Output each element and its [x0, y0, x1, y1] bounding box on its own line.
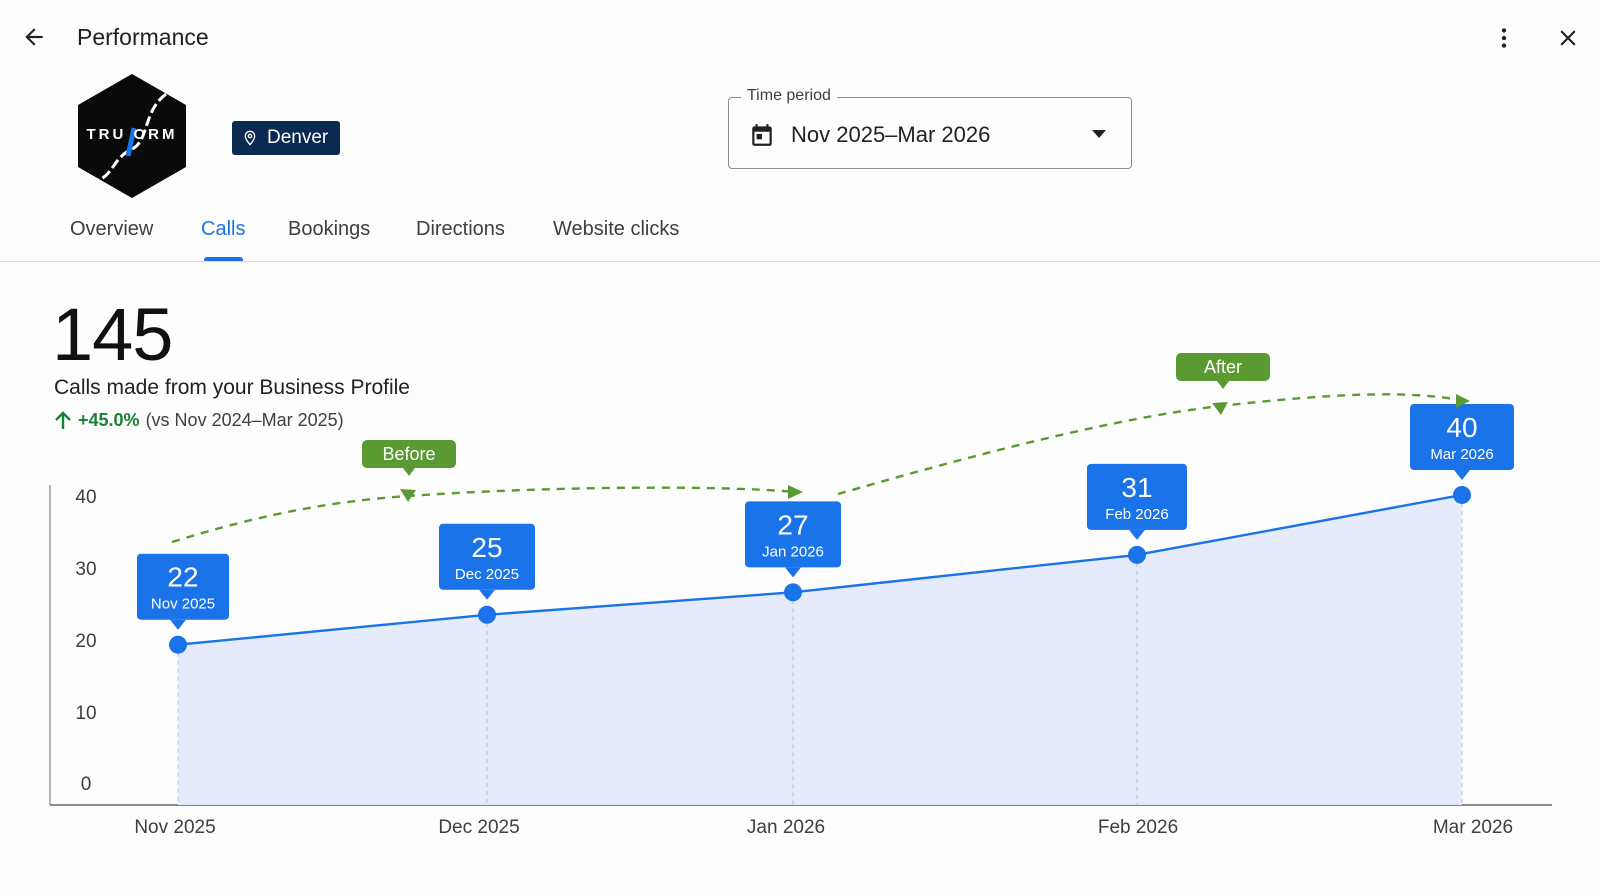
- annotation-label: After: [1204, 357, 1242, 377]
- map-pin-icon: [244, 130, 256, 146]
- active-tab-indicator: [204, 257, 243, 261]
- logo-wordmark: TRU ORM: [86, 126, 178, 143]
- close-button[interactable]: [1548, 18, 1588, 58]
- data-label-value: 25: [471, 532, 502, 563]
- top-app-bar: Performance: [0, 0, 1600, 72]
- arrow-left-icon: [25, 28, 43, 46]
- annotation-tag: [362, 440, 456, 468]
- location-chip[interactable]: Denver: [232, 121, 341, 155]
- close-icon: [1560, 30, 1576, 46]
- y-tick-label: 40: [75, 487, 96, 508]
- annotation-pointer: [1217, 381, 1229, 389]
- page-title: Performance: [77, 24, 209, 50]
- trend-arrowhead: [1212, 402, 1228, 415]
- data-label-date: Feb 2026: [1105, 506, 1168, 523]
- y-tick-label: 10: [75, 703, 96, 724]
- data-label-box: [137, 553, 229, 620]
- y-tick-label: 20: [75, 631, 96, 652]
- time-period-select[interactable]: Time period Nov 2025–Mar 2026: [728, 87, 1132, 169]
- before-trend-line: [171, 486, 797, 544]
- data-label-pointer: [785, 567, 801, 578]
- x-tick-label: Dec 2025: [438, 817, 519, 838]
- data-point: [1453, 485, 1471, 504]
- area-fill: [178, 494, 1462, 805]
- tab-directions[interactable]: Directions: [416, 218, 505, 240]
- annotation-tag: [1176, 353, 1270, 381]
- back-button[interactable]: [14, 17, 54, 57]
- metric-description: Calls made from your Business Profile: [54, 376, 410, 399]
- trend-arrowhead: [400, 489, 416, 502]
- x-tick-label: Nov 2025: [134, 817, 215, 838]
- arrow-up-icon: [55, 410, 71, 429]
- x-tick-label: Feb 2026: [1098, 817, 1178, 838]
- time-period-value: Nov 2025–Mar 2026: [791, 122, 991, 147]
- data-label-value: 22: [167, 562, 198, 593]
- calendar-icon: [752, 124, 772, 146]
- y-tick-label: 0: [81, 774, 92, 795]
- data-label-date: Mar 2026: [1430, 446, 1493, 463]
- y-tick-label: 30: [75, 559, 96, 580]
- annotation-label: Before: [382, 444, 435, 464]
- series-line: [177, 493, 1463, 646]
- after-trend-line: [837, 393, 1463, 496]
- data-label-box: [439, 523, 535, 590]
- tab-bookings[interactable]: Bookings: [288, 218, 371, 240]
- data-label-pointer: [1454, 469, 1470, 480]
- data-point: [478, 605, 496, 624]
- data-label-box: [1410, 403, 1514, 470]
- tab-website-clicks[interactable]: Website clicks: [553, 218, 680, 240]
- data-label-box: [1087, 463, 1187, 530]
- trend-arrowhead: [788, 485, 803, 499]
- x-tick-label: Jan 2026: [747, 817, 825, 838]
- tab-bar: Overview Calls Bookings Directions Websi…: [0, 200, 1600, 262]
- data-label-date: Jan 2026: [762, 543, 824, 560]
- data-label-value: 40: [1446, 412, 1477, 443]
- data-label-pointer: [479, 589, 495, 600]
- business-logo: TRU ORM: [72, 72, 192, 200]
- data-point: [784, 583, 802, 602]
- data-label-date: Nov 2025: [151, 596, 215, 613]
- data-point: [169, 635, 187, 654]
- data-point: [1128, 545, 1146, 564]
- comparison-period: (vs Nov 2024–Mar 2025): [145, 410, 344, 430]
- data-label-pointer: [1129, 529, 1145, 540]
- total-calls-value: 145: [52, 293, 173, 376]
- annotation-pointer: [403, 468, 415, 476]
- data-label-value: 27: [777, 509, 808, 540]
- tab-calls[interactable]: Calls: [201, 218, 246, 240]
- data-label-value: 31: [1121, 472, 1152, 503]
- data-label-box: [745, 501, 841, 568]
- data-label-date: Dec 2025: [455, 566, 519, 583]
- tab-overview[interactable]: Overview: [70, 218, 154, 240]
- more-options-button[interactable]: [1484, 18, 1524, 58]
- dropdown-arrow-icon: [1092, 130, 1106, 138]
- x-tick-label: Mar 2026: [1433, 817, 1513, 838]
- more-vert-icon: [1501, 28, 1507, 48]
- change-indicator: +45.0% (vs Nov 2024–Mar 2025): [54, 410, 344, 431]
- location-label: Denver: [267, 127, 329, 148]
- data-label-pointer: [170, 619, 186, 630]
- trend-arrowhead: [1456, 394, 1470, 408]
- time-period-label: Time period: [741, 87, 837, 105]
- change-percent: +45.0%: [78, 410, 140, 430]
